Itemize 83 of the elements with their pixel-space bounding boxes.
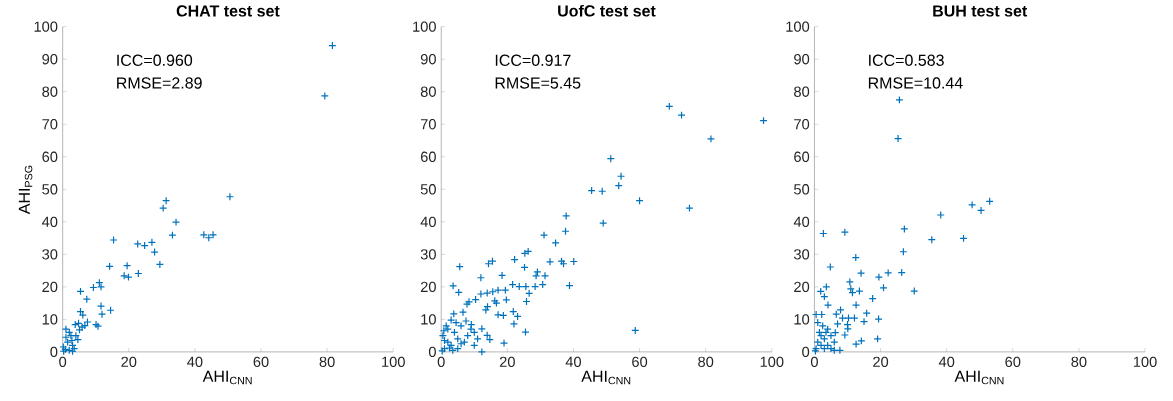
y-tick-label: 50: [794, 184, 810, 195]
y-tick-label: 40: [41, 216, 58, 227]
x-tick-label: 0: [437, 356, 445, 367]
x-tick-label: 40: [938, 356, 955, 367]
point: [97, 310, 107, 319]
x-tick-label: 60: [253, 356, 269, 367]
point: [171, 217, 181, 227]
point: [225, 192, 234, 201]
y-tick-label: 50: [42, 184, 58, 195]
y-tick-label: 0: [50, 346, 58, 357]
y-tick-label: 20: [420, 281, 436, 292]
x-axis-title: AHI$_{CNN}$: [202, 370, 252, 385]
y-tick-label: 20: [42, 281, 58, 292]
y-tick-label: 0: [802, 346, 810, 357]
y-tick-label: 10: [794, 314, 810, 325]
y-tick-label: 100: [413, 21, 436, 32]
x-tick-label: 40: [187, 356, 203, 367]
y-tick-label: 20: [794, 281, 810, 292]
point: [120, 271, 129, 280]
point: [133, 239, 142, 248]
point: [124, 272, 133, 282]
point: [320, 91, 329, 100]
x-tick-label: 40: [565, 356, 582, 367]
y-tick-label: 80: [42, 86, 58, 97]
y-tick-label: 60: [420, 151, 436, 162]
point: [96, 282, 106, 291]
annotation: ICC=0.583: [869, 54, 944, 66]
y-tick-label: 30: [793, 249, 810, 260]
y-tick-label: 90: [794, 53, 810, 65]
x-tick-label: 20: [121, 356, 137, 367]
y-tick-label: 70: [794, 118, 810, 130]
y-tick-label: 70: [420, 118, 436, 130]
annotation: RMSE=5.45: [495, 77, 581, 89]
y-tick-label: 90: [42, 53, 58, 65]
y-tick-label: 40: [793, 216, 810, 227]
y-tick-label: 100: [786, 21, 810, 32]
y-tick-label: 30: [42, 249, 58, 260]
y-tick-label: 60: [42, 151, 58, 162]
point: [150, 247, 159, 257]
y-axis-title: AHI$_{PSG}$: [18, 165, 33, 215]
point: [123, 261, 132, 270]
y-tick-label: 90: [420, 53, 436, 65]
y-tick-label: 60: [794, 151, 810, 162]
y-tick-label: 10: [42, 314, 58, 325]
y-tick-label: 80: [420, 86, 436, 97]
point: [209, 230, 218, 239]
y-tick-label: 30: [420, 249, 436, 260]
x-tick-label: 100: [1133, 356, 1157, 367]
x-axis-title: AHI$_{CNN}$: [581, 370, 631, 385]
point: [83, 317, 92, 326]
y-tick-label: 100: [34, 21, 58, 32]
y-tick-label: 50: [420, 184, 436, 195]
y-tick-label: 0: [428, 346, 436, 357]
annotation: RMSE=2.89: [117, 77, 202, 89]
x-tick-label: 60: [632, 356, 648, 367]
x-tick-label: 20: [499, 356, 515, 367]
y-tick-label: 80: [794, 86, 810, 97]
x-axis-title: AHI$_{CNN}$: [954, 370, 1004, 385]
chart-title: CHAT test set: [176, 5, 280, 17]
annotation: ICC=0.960: [117, 54, 193, 66]
point: [147, 238, 156, 247]
point: [162, 196, 171, 205]
y-tick-label: 40: [420, 216, 436, 227]
x-tick-label: 80: [1071, 356, 1087, 367]
point: [73, 335, 82, 344]
y-tick-label: 10: [421, 314, 436, 325]
chart-title: BUH test set: [933, 5, 1028, 17]
y-tick-label: 70: [42, 118, 58, 130]
x-tick-label: 80: [698, 356, 714, 367]
point: [109, 235, 118, 244]
point: [96, 301, 106, 310]
x-tick-label: 0: [59, 356, 67, 367]
annotation: ICC=0.917: [495, 54, 571, 66]
x-tick-label: 60: [1005, 356, 1021, 367]
chart-title: UofC test set: [558, 4, 656, 17]
x-tick-label: 80: [319, 356, 335, 367]
x-tick-label: 100: [760, 356, 784, 367]
x-tick-label: 20: [873, 356, 889, 367]
annotation: RMSE=10.44: [868, 77, 963, 89]
point: [159, 203, 168, 213]
x-tick-label: 0: [810, 356, 818, 367]
x-tick-label: 100: [382, 356, 405, 367]
point: [168, 230, 177, 240]
